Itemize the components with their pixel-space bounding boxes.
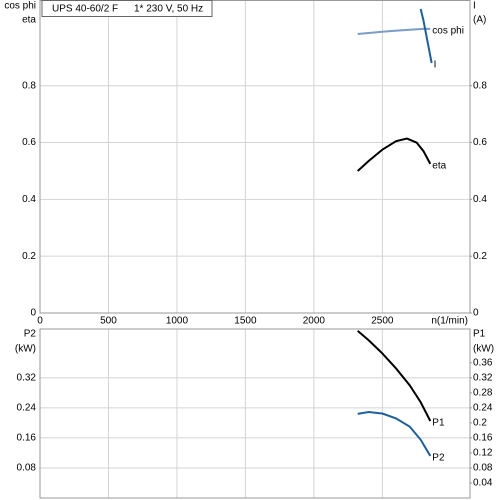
plot-frame [39,328,471,499]
y-tick-label: 0.24 [17,403,37,414]
y-tick-label: 0.6 [22,137,36,148]
y-tick-label: 0.8 [22,80,36,91]
y2-tick-label: 0.12 [473,448,493,459]
series-label: I [434,60,437,71]
y2-axis-label: I [473,1,476,12]
y2-tick-label: 0 [473,308,479,319]
chart-title: UPS 40-60/2 F [52,4,118,15]
y-axis-label: eta [22,15,36,26]
y2-tick-label: 0.36 [473,357,493,368]
y2-axis-label: P1 [473,329,486,340]
y-tick-label: 0.32 [17,372,37,383]
series-line [357,27,431,36]
series-line [419,8,433,64]
y2-tick-label: 0.04 [473,478,493,489]
y-axis-label: cos phi [4,1,36,12]
series-label: eta [432,160,446,171]
y-axis-label: P2 [24,329,37,340]
y2-tick-label: 0.32 [473,372,493,383]
y2-tick-label: 0.2 [473,251,487,262]
y2-tick-label: 0.8 [473,80,487,91]
y-tick-label: 0.08 [17,463,37,474]
chart-subtitle: 1* 230 V, 50 Hz [134,4,203,15]
series-line [357,410,432,457]
y2-tick-label: 0.28 [473,387,493,398]
y-tick-label: 0.4 [22,194,36,205]
title-box [41,0,213,17]
plot-frame [39,0,471,314]
y2-axis-label: (A) [473,15,486,26]
series-label: P1 [432,418,445,429]
y2-tick-label: 0.24 [473,403,493,414]
y-tick-label: 0.16 [17,433,37,444]
x-tick-label: 0 [37,316,43,327]
series-label: cos phi [432,26,464,37]
x-axis-label: n(1/min) [431,316,468,327]
y-axis-label: (kW) [15,344,36,355]
y-tick-label: 0.2 [22,251,36,262]
y2-tick-label: 0.16 [473,433,493,444]
y2-tick-label: 0.2 [473,418,487,429]
y-tick-label: 0 [30,308,36,319]
x-tick-label: 500 [100,316,117,327]
x-tick-label: 2000 [303,316,326,327]
y2-tick-label: 0.08 [473,463,493,474]
y2-tick-label: 0.6 [473,137,487,148]
x-tick-label: 1500 [234,316,257,327]
series-line [357,330,432,422]
series-label: P2 [432,453,445,464]
series-line [357,137,432,172]
x-tick-label: 1000 [166,316,189,327]
y2-axis-label: (kW) [473,344,494,355]
x-tick-label: 2500 [371,316,394,327]
y2-tick-label: 0.4 [473,194,487,205]
